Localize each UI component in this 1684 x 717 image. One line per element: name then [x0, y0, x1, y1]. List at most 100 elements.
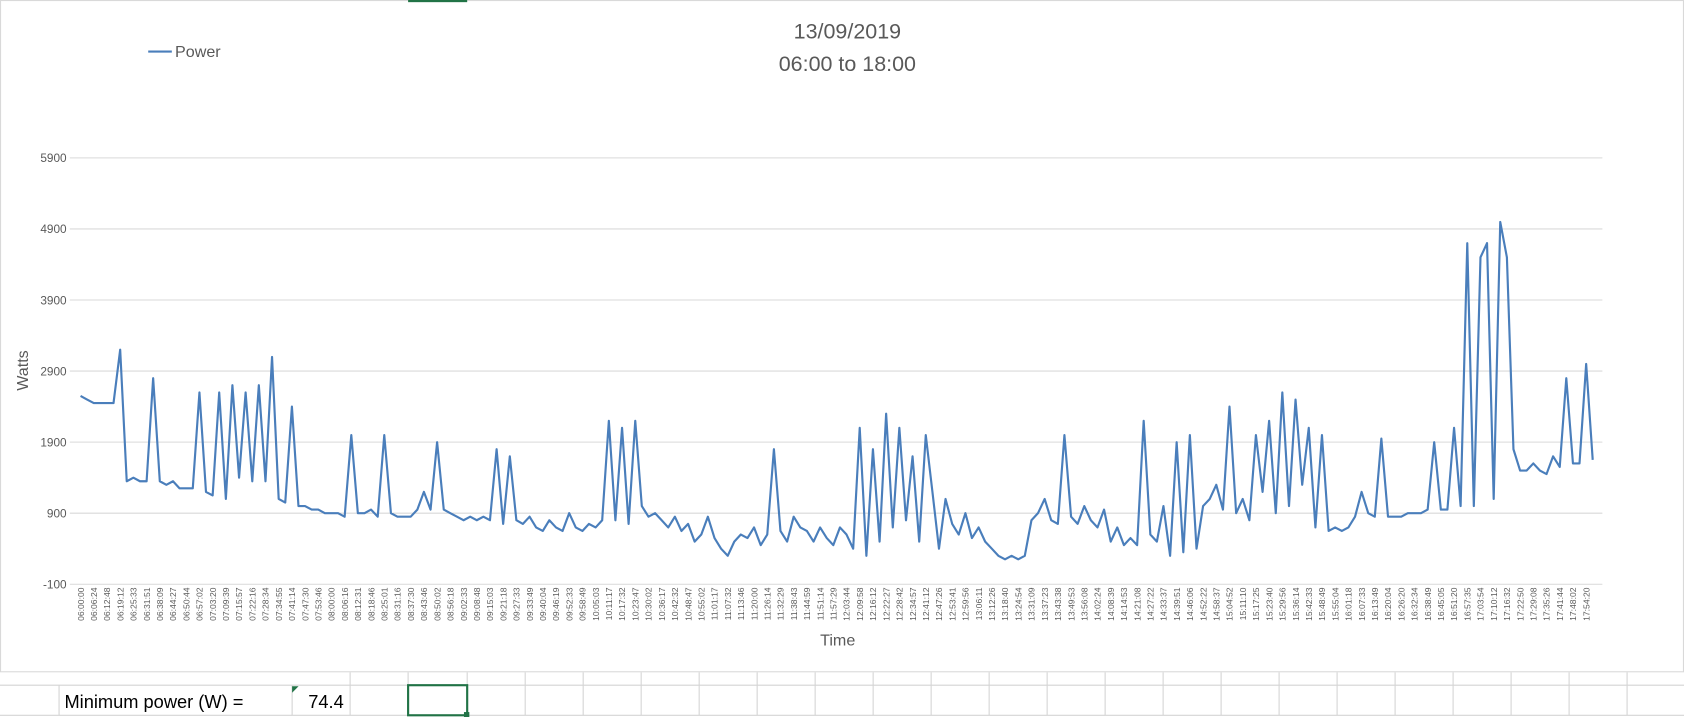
x-tick-label: 09:58:49: [578, 587, 588, 621]
x-tick-label: 17:54:20: [1581, 587, 1591, 621]
x-tick-label: 13:18:40: [1000, 587, 1010, 621]
chart-area[interactable]: [0, 0, 1684, 673]
x-tick-label: 06:50:44: [181, 587, 191, 621]
chart-subtitle: 06:00 to 18:00: [779, 52, 916, 76]
x-tick-label: 08:50:02: [432, 587, 442, 621]
x-tick-label: 15:17:25: [1251, 587, 1261, 621]
x-tick-label: 13:31:09: [1027, 587, 1037, 621]
x-tick-label: 17:16:32: [1502, 587, 1512, 621]
x-tick-label: 14:27:22: [1146, 587, 1156, 621]
x-tick-label: 12:03:44: [842, 587, 852, 621]
x-tick-label: 11:07:32: [723, 587, 733, 620]
x-tick-label: 10:42:32: [670, 587, 680, 621]
plot: -100 900 1900 2900 3900 4900 5900 06:00:00 06:06…: [40, 43, 1603, 621]
x-tick-label: 17:41:44: [1555, 587, 1565, 621]
x-tick-label: 15:36:14: [1291, 587, 1301, 621]
x-tick-label: 09:15:03: [485, 587, 495, 621]
x-tick-label: 06:06:24: [89, 587, 99, 621]
x-tick-label: 13:43:38: [1053, 587, 1063, 621]
x-tick-label: 15:48:49: [1317, 587, 1327, 621]
x-tick-label: 10:23:47: [630, 587, 640, 621]
y-tick-label: 1900: [40, 435, 67, 449]
x-tick-label: 10:36:17: [657, 587, 667, 621]
x-tick-label: 12:41:12: [921, 587, 931, 621]
x-tick-label: 10:05:03: [591, 587, 601, 621]
x-tick-label: 07:53:46: [313, 587, 323, 621]
x-tick-label: 15:11:10: [1238, 587, 1248, 620]
y-tick-label: 2900: [40, 364, 67, 378]
x-tick-label: 15:29:56: [1278, 587, 1288, 621]
y-tick-label: -100: [43, 578, 67, 592]
x-tick-label: 06:38:09: [155, 587, 165, 621]
x-tick-label: 14:02:24: [1093, 587, 1103, 621]
x-tick-label: 14:33:37: [1159, 587, 1169, 621]
y-axis-title: Watts: [14, 350, 32, 391]
x-tick-label: 10:48:47: [683, 587, 693, 621]
x-tick-label: 10:30:02: [644, 587, 654, 621]
x-tick-label: 11:32:29: [776, 587, 786, 620]
x-tick-label: 14:58:37: [1212, 587, 1222, 621]
x-tick-label: 06:19:12: [115, 587, 125, 621]
x-tick-label: 15:04:52: [1225, 587, 1235, 621]
x-tick-label: 11:57:29: [829, 587, 839, 620]
x-tick-label: 17:35:26: [1542, 587, 1552, 621]
legend-label: Power: [175, 43, 221, 61]
x-tick-label: 08:56:18: [446, 587, 456, 621]
x-tick-label: 07:41:14: [287, 587, 297, 621]
x-tick-label: 11:38:43: [789, 587, 799, 620]
x-tick-label: 08:18:46: [366, 587, 376, 621]
x-tick-label: 12:22:27: [881, 587, 891, 621]
x-tick-label: 17:10:12: [1489, 587, 1499, 621]
x-tick-label: 08:12:31: [353, 587, 363, 621]
x-tick-label: 14:21:08: [1132, 587, 1142, 621]
x-tick-label: 13:49:53: [1066, 587, 1076, 621]
x-tick-label: 13:12:26: [987, 587, 997, 621]
x-tick-label: 07:22:16: [247, 587, 257, 621]
x-tick-label: 06:57:02: [195, 587, 205, 621]
y-tick-label: 3900: [40, 293, 67, 307]
chart-title: 13/09/2019: [794, 20, 901, 44]
x-tick-label: 08:00:00: [327, 587, 337, 621]
x-tick-label: 15:23:40: [1264, 587, 1274, 621]
column-marker: [408, 0, 468, 3]
x-tick-label: 15:55:04: [1330, 587, 1340, 621]
x-tick-label: 14:39:51: [1172, 587, 1182, 621]
x-tick-label: 10:11:17: [604, 587, 614, 620]
x-tick-label: 13:06:11: [974, 587, 984, 620]
x-tick-label: 07:09:39: [221, 587, 231, 621]
x-tick-label: 16:20:04: [1383, 587, 1393, 621]
x-tick-label: 08:37:30: [406, 587, 416, 621]
y-tick-label: 4900: [40, 222, 67, 236]
x-tick-label: 16:07:33: [1357, 587, 1367, 621]
x-tick-label: 09:21:18: [498, 587, 508, 621]
x-tick-label: 13:56:08: [1079, 587, 1089, 621]
x-tick-label: 06:25:33: [129, 587, 139, 621]
x-tick-label: 13:37:23: [1040, 587, 1050, 621]
x-tick-label: 08:06:16: [340, 587, 350, 621]
x-tick-label: 07:15:57: [234, 587, 244, 621]
x-tick-label: 10:55:02: [696, 587, 706, 621]
x-tick-label: 12:28:42: [895, 587, 905, 621]
x-tick-label: 11:20:00: [749, 587, 759, 620]
cell-grid: [0, 672, 1684, 716]
x-tick-label: 07:47:30: [300, 587, 310, 621]
x-tick-label: 12:53:41: [947, 587, 957, 621]
x-tick-label: 08:25:01: [380, 587, 390, 621]
data-line: [80, 220, 1594, 561]
min-power-label: Minimum power (W) =: [64, 691, 243, 712]
x-tick-label: 09:27:33: [512, 587, 522, 621]
x-tick-label: 16:51:20: [1449, 587, 1459, 621]
x-tick-label: 11:01:17: [710, 587, 720, 620]
x-tick-label: 16:01:18: [1344, 587, 1354, 621]
x-tick-label: 07:28:34: [261, 587, 271, 621]
x-tick-label: 09:40:04: [538, 587, 548, 621]
x-tick-label: 06:31:51: [142, 587, 152, 621]
x-tick-label: 10:17:32: [617, 587, 627, 621]
x-tick-label: 09:33:49: [525, 587, 535, 621]
x-axis-title: Time: [820, 631, 855, 649]
selected-cell[interactable]: [407, 684, 469, 717]
x-tick-label: 12:16:12: [868, 587, 878, 621]
x-tick-label: 11:44:59: [802, 587, 812, 620]
